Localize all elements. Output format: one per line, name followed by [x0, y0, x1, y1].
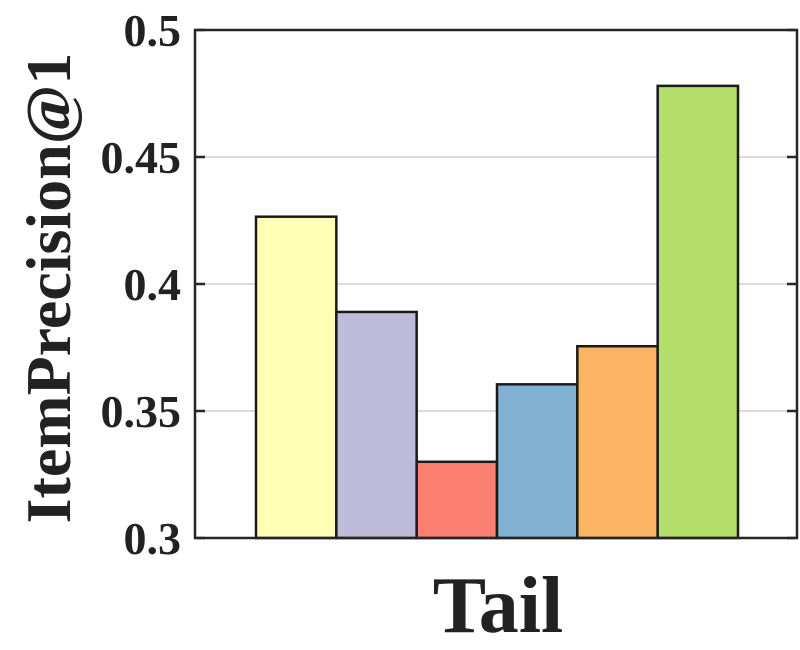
y-tick-label: 0.4: [124, 259, 182, 310]
y-tick-label: 0.5: [124, 5, 182, 56]
bar-3: [415, 460, 499, 540]
bar-1: [254, 215, 338, 540]
y-axis-title: ItemPrecision@1: [13, 53, 84, 524]
y-tick-label: 0.45: [101, 132, 182, 183]
y-tick-label: 0.3: [124, 513, 182, 564]
bar-6: [656, 84, 740, 540]
bars: [254, 84, 740, 540]
bar-5: [576, 344, 659, 540]
bar-2: [335, 310, 418, 540]
y-tick-label: 0.35: [101, 386, 182, 437]
y-axis-ticks: 0.3 0.35 0.4 0.45 0.5: [101, 5, 797, 564]
bar-4: [495, 383, 579, 540]
x-axis-title: Tail: [433, 562, 563, 650]
